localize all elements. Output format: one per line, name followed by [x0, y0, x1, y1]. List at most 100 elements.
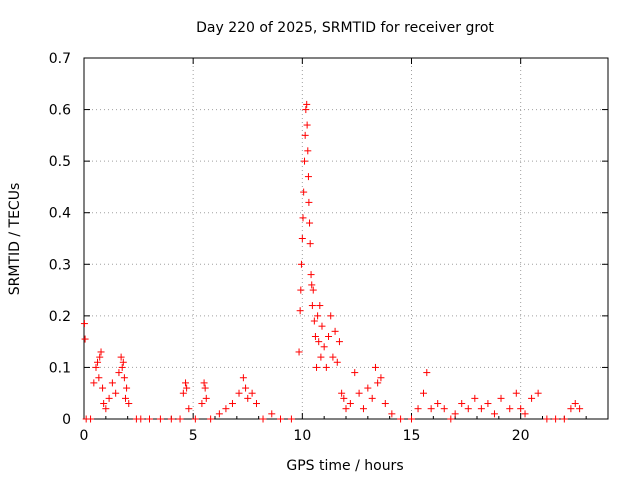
data-point	[342, 405, 350, 413]
data-point	[316, 302, 324, 310]
tick-labels: 0 5 10 15 20 0 0.1 0.2 0.3 0.4 0.5 0.6 0.7	[49, 51, 530, 444]
data-point	[388, 410, 396, 418]
data-point	[528, 394, 536, 402]
data-point	[306, 219, 314, 227]
x-tick-label: 0	[80, 428, 89, 444]
data-point	[308, 281, 316, 289]
plot-frame	[83, 57, 609, 420]
data-point	[301, 131, 309, 139]
data-point	[359, 405, 367, 413]
data-point	[310, 317, 318, 325]
chart-title: Day 220 of 2025, SRMTID for receiver gro…	[196, 20, 494, 36]
data-point	[440, 405, 448, 413]
data-point	[303, 100, 311, 108]
data-point	[244, 394, 252, 402]
axis-ticks	[83, 57, 608, 420]
data-point	[517, 405, 525, 413]
data-point	[364, 384, 372, 392]
data-point	[123, 384, 131, 392]
data-point	[252, 400, 260, 408]
data-point	[327, 312, 335, 320]
x-axis-label: GPS time / hours	[286, 458, 403, 474]
data-point	[314, 312, 322, 320]
data-point	[277, 415, 284, 423]
data-point	[458, 400, 466, 408]
data-point	[340, 394, 348, 402]
data-point	[381, 400, 389, 408]
y-tick-label: 0.5	[49, 154, 71, 170]
data-point	[201, 384, 209, 392]
data-point	[497, 394, 505, 402]
data-point	[119, 358, 127, 366]
data-point	[297, 286, 305, 294]
data-point	[100, 400, 108, 408]
data-point	[95, 374, 103, 382]
data-point	[92, 363, 100, 371]
y-tick-label: 0.6	[49, 103, 71, 119]
data-point	[295, 348, 303, 356]
data-point	[125, 400, 133, 408]
data-point	[156, 415, 164, 423]
data-point	[512, 389, 520, 397]
data-point	[120, 374, 128, 382]
data-point	[94, 358, 102, 366]
data-point	[309, 286, 317, 294]
data-point	[228, 400, 236, 408]
data-point	[534, 389, 542, 397]
data-point	[183, 384, 191, 392]
data-point	[268, 410, 276, 418]
data-point	[477, 405, 485, 413]
data-point	[90, 379, 98, 387]
data-point	[333, 358, 341, 366]
data-point	[322, 363, 330, 371]
data-point	[97, 348, 105, 356]
data-point	[303, 121, 311, 129]
data-point	[397, 415, 405, 423]
data-point	[521, 410, 529, 418]
y-tick-label: 0.3	[49, 257, 71, 273]
data-point	[176, 415, 184, 423]
y-tick-label: 0.2	[49, 309, 71, 325]
data-point	[414, 405, 422, 413]
data-point	[182, 379, 190, 387]
data-point	[427, 405, 435, 413]
data-point	[377, 374, 385, 382]
data-point	[87, 415, 95, 423]
data-point	[335, 338, 343, 346]
data-point	[560, 415, 568, 423]
data-point	[248, 389, 256, 397]
data-point	[198, 400, 206, 408]
data-point	[259, 415, 267, 423]
data-point	[313, 363, 321, 371]
y-tick-label: 0	[62, 412, 71, 428]
data-point	[420, 389, 428, 397]
data-point	[300, 188, 308, 196]
data-point	[299, 214, 307, 222]
data-point	[296, 307, 304, 315]
x-tick-label: 15	[403, 428, 421, 444]
data-point	[325, 332, 333, 340]
data-points	[80, 100, 584, 423]
x-tick-label: 5	[189, 428, 198, 444]
data-point	[371, 363, 379, 371]
data-point	[297, 260, 305, 268]
data-point	[408, 415, 415, 423]
data-point	[222, 405, 230, 413]
data-point	[115, 369, 123, 377]
data-point	[235, 389, 243, 397]
data-point	[331, 327, 339, 335]
data-point	[484, 400, 492, 408]
data-point	[447, 415, 455, 423]
data-point	[308, 302, 316, 310]
data-point	[117, 353, 125, 361]
data-point	[242, 384, 250, 392]
data-point	[311, 332, 319, 340]
data-point	[80, 320, 88, 328]
grid	[84, 58, 608, 419]
data-point	[305, 198, 313, 206]
data-point	[146, 415, 153, 423]
data-point	[99, 384, 107, 392]
data-point	[307, 271, 315, 279]
data-point	[329, 353, 337, 361]
